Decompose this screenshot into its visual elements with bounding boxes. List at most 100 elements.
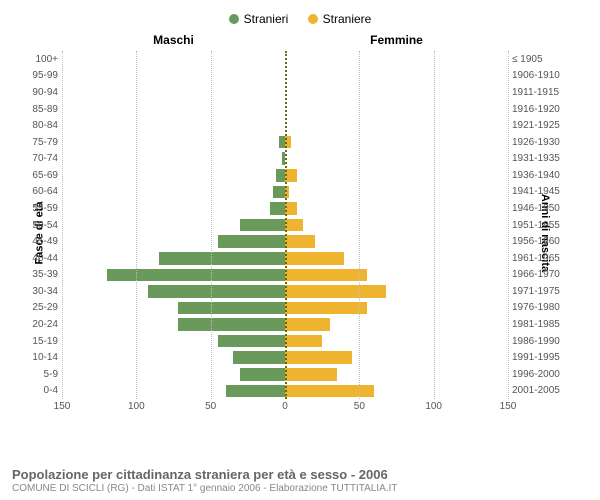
birth-year-label: 1956-1960 [512, 236, 570, 247]
birth-year-label: 1996-2000 [512, 369, 570, 380]
bar-male [218, 335, 285, 348]
bar-male-container [62, 169, 285, 182]
birth-year-label: 1976-1980 [512, 302, 570, 313]
grid-line [62, 51, 63, 399]
bar-male-container [62, 103, 285, 116]
bar-male [159, 252, 285, 265]
x-tick-label: 150 [54, 401, 71, 412]
x-tick-label: 100 [425, 401, 442, 412]
bar-female-container [285, 103, 508, 116]
bar-female [285, 368, 337, 381]
birth-year-label: 1951-1955 [512, 220, 570, 231]
header-male: Maschi [62, 33, 285, 47]
age-label: 30-34 [14, 286, 58, 297]
bar-male [178, 302, 285, 315]
bar-male [233, 351, 285, 364]
age-label: 60-64 [14, 186, 58, 197]
age-label: 15-19 [14, 336, 58, 347]
legend-swatch-female [308, 14, 318, 24]
x-axis: 15010050050100150 [62, 401, 508, 415]
bar-male [273, 186, 285, 199]
birth-year-label: 1991-1995 [512, 352, 570, 363]
bar-female-container [285, 368, 508, 381]
birth-year-label: 1931-1935 [512, 153, 570, 164]
footer-title: Popolazione per cittadinanza straniera p… [12, 467, 397, 482]
age-label: 50-54 [14, 220, 58, 231]
bar-female-container [285, 351, 508, 364]
age-label: 95-99 [14, 70, 58, 81]
bar-female-container [285, 70, 508, 83]
bar-female-container [285, 385, 508, 398]
bar-male [276, 169, 285, 182]
bar-female [285, 269, 367, 282]
age-label: 45-49 [14, 236, 58, 247]
birth-year-label: 1926-1930 [512, 137, 570, 148]
age-label: 70-74 [14, 153, 58, 164]
bar-female-container [285, 169, 508, 182]
bar-female-container [285, 318, 508, 331]
bar-male-container [62, 119, 285, 132]
age-label: 85-89 [14, 104, 58, 115]
age-label: 75-79 [14, 137, 58, 148]
birth-year-label: 1916-1920 [512, 104, 570, 115]
bar-female-container [285, 285, 508, 298]
bar-female-container [285, 152, 508, 165]
bar-female-container [285, 235, 508, 248]
age-label: 0-4 [14, 385, 58, 396]
bar-male-container [62, 368, 285, 381]
bar-female [285, 351, 352, 364]
bar-female-container [285, 252, 508, 265]
bar-female-container [285, 335, 508, 348]
birth-year-label: 1906-1910 [512, 70, 570, 81]
bar-male [240, 219, 285, 232]
bar-male-container [62, 318, 285, 331]
bar-male [218, 235, 285, 248]
footer: Popolazione per cittadinanza straniera p… [12, 467, 397, 494]
bar-male [107, 269, 285, 282]
bar-male-container [62, 385, 285, 398]
age-label: 55-59 [14, 203, 58, 214]
legend-item-female: Straniere [308, 12, 372, 26]
legend-item-male: Stranieri [229, 12, 289, 26]
bar-female [285, 252, 344, 265]
footer-subtitle: COMUNE DI SCICLI (RG) - Dati ISTAT 1° ge… [12, 483, 397, 494]
age-label: 65-69 [14, 170, 58, 181]
birth-year-label: 1936-1940 [512, 170, 570, 181]
bar-female-container [285, 136, 508, 149]
x-tick-label: 50 [205, 401, 216, 412]
bar-male-container [62, 285, 285, 298]
x-tick-label: 50 [354, 401, 365, 412]
x-tick-label: 150 [500, 401, 517, 412]
age-label: 100+ [14, 54, 58, 65]
age-label: 35-39 [14, 269, 58, 280]
age-label: 90-94 [14, 87, 58, 98]
birth-year-label: ≤ 1905 [512, 54, 570, 65]
bar-male-container [62, 252, 285, 265]
birth-year-label: 1981-1985 [512, 319, 570, 330]
birth-year-label: 1921-1925 [512, 120, 570, 131]
bar-male-container [62, 351, 285, 364]
birth-year-label: 2001-2005 [512, 385, 570, 396]
bar-male-container [62, 86, 285, 99]
age-label: 40-44 [14, 253, 58, 264]
bar-female [285, 385, 374, 398]
birth-year-label: 1941-1945 [512, 186, 570, 197]
bar-male [178, 318, 285, 331]
birth-year-label: 1966-1970 [512, 269, 570, 280]
birth-year-label: 1946-1950 [512, 203, 570, 214]
chart: Maschi Femmine Fasce di età Anni di nasc… [12, 33, 572, 433]
age-label: 5-9 [14, 369, 58, 380]
birth-year-label: 1986-1990 [512, 336, 570, 347]
bar-male [226, 385, 285, 398]
bar-male-container [62, 202, 285, 215]
bar-female [285, 235, 315, 248]
age-label: 20-24 [14, 319, 58, 330]
bar-female-container [285, 302, 508, 315]
legend: Stranieri Straniere [12, 12, 588, 27]
bar-female-container [285, 219, 508, 232]
legend-label-male: Stranieri [244, 12, 289, 26]
bar-male [240, 368, 285, 381]
bar-male-container [62, 235, 285, 248]
grid-line [136, 51, 137, 399]
bar-male-container [62, 53, 285, 66]
